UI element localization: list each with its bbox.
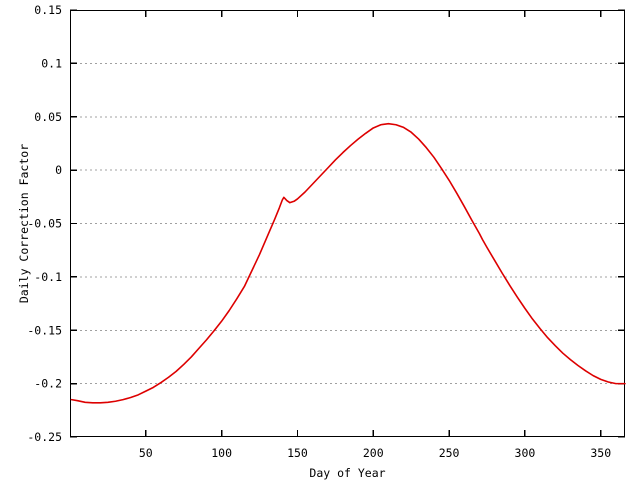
x-tick-label: 300 <box>515 446 536 460</box>
data-series-line <box>70 122 626 404</box>
y-tick-label: 0.15 <box>34 3 62 17</box>
x-tick-label: 150 <box>287 446 308 460</box>
y-tick-label: -0.1 <box>34 270 62 284</box>
x-tick-label: 350 <box>590 446 611 460</box>
y-axis: -0.25 -0.2 -0.15 -0.1 -0.05 0 0.05 0.1 0.15 <box>27 3 625 444</box>
x-tick-label: 50 <box>139 446 153 460</box>
y-tick-label: -0.05 <box>27 217 62 231</box>
y-tick-label: 0 <box>55 163 62 177</box>
x-tick-label: 250 <box>439 446 460 460</box>
y-axis-title: Daily Correction Factor <box>17 144 31 303</box>
x-axis-title: Day of Year <box>309 466 385 480</box>
y-tick-label: 0.05 <box>34 110 62 124</box>
y-tick-label: 0.1 <box>41 56 62 70</box>
x-axis: 50 100 150 200 250 300 350 <box>139 10 611 460</box>
x-tick-label: 100 <box>211 446 232 460</box>
y-tick-label: -0.2 <box>34 377 62 391</box>
y-tick-label: -0.25 <box>27 430 62 444</box>
y-tick-label: -0.15 <box>27 323 62 337</box>
x-tick-label: 200 <box>363 446 384 460</box>
